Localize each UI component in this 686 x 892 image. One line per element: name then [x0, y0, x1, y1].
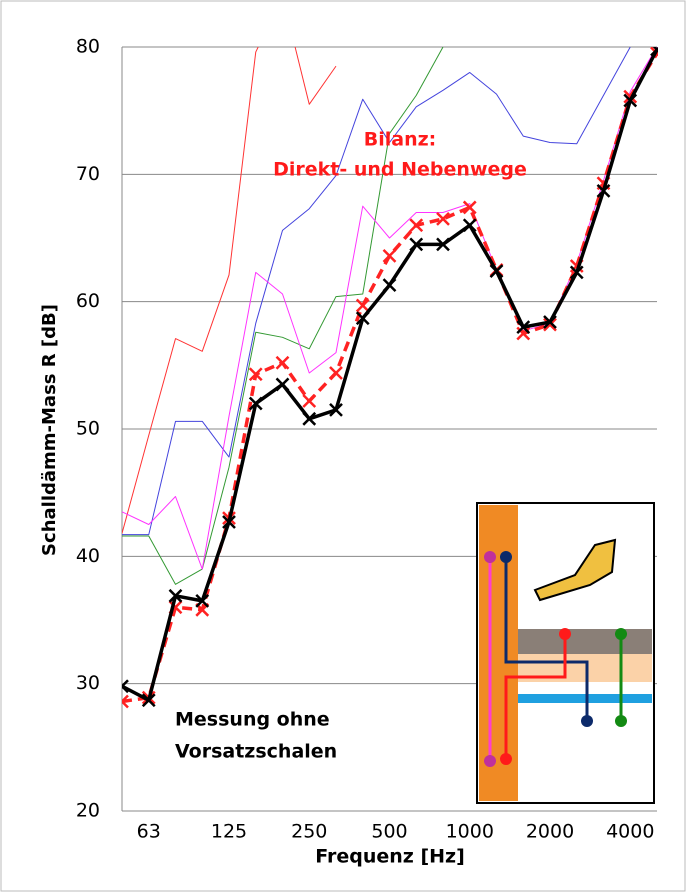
marker — [122, 679, 129, 694]
annotation: Messung ohne — [175, 709, 330, 731]
x-tick-label: 250 — [291, 821, 327, 843]
x-tick-label: 1000 — [446, 821, 494, 843]
marker — [302, 394, 317, 408]
marker — [195, 594, 210, 608]
marker — [248, 396, 263, 411]
marker — [248, 367, 263, 382]
marker — [516, 320, 531, 335]
marker — [569, 265, 584, 280]
y-tick-label: 80 — [76, 36, 100, 58]
marker — [436, 212, 450, 226]
x-tick-label: 4000 — [606, 821, 654, 843]
marker — [409, 218, 424, 233]
marker — [222, 515, 236, 529]
marker — [543, 315, 557, 329]
marker — [329, 403, 343, 417]
x-tick-label: 500 — [371, 821, 407, 843]
marker — [462, 218, 477, 233]
series-line — [122, 47, 631, 536]
y-tick-label: 60 — [76, 290, 100, 312]
marker — [489, 264, 504, 278]
annotation: Direkt- und Nebenwege — [273, 159, 527, 181]
inset-diagram — [476, 502, 655, 804]
marker — [275, 377, 290, 392]
marker — [122, 694, 129, 709]
marker — [382, 278, 397, 292]
marker — [302, 411, 317, 426]
marker — [462, 200, 477, 215]
y-tick-label: 50 — [76, 418, 100, 440]
series-line — [122, 47, 658, 570]
marker — [141, 693, 156, 708]
marker — [168, 588, 183, 603]
series-line — [122, 47, 337, 534]
marker — [623, 93, 638, 108]
marker — [409, 237, 424, 252]
marker — [329, 366, 343, 380]
marker — [355, 311, 370, 326]
x-axis-title: Frequenz [Hz] — [315, 846, 465, 868]
marker — [436, 237, 450, 252]
marker — [382, 248, 397, 263]
x-tick-label: 2000 — [526, 821, 574, 843]
marker — [596, 184, 611, 198]
y-tick-label: 40 — [76, 545, 100, 567]
y-axis-title: Schalldämm-Mass R [dB] — [39, 304, 60, 556]
annotation: Bilanz: — [364, 129, 437, 151]
annotation: Vorsatzschalen — [175, 741, 337, 763]
x-tick-label: 125 — [211, 821, 247, 843]
y-tick-label: 30 — [76, 672, 100, 694]
marker — [275, 355, 290, 370]
marker — [650, 47, 658, 57]
marker — [355, 298, 370, 313]
x-tick-label: 63 — [137, 821, 161, 843]
marker — [543, 317, 557, 332]
series-line — [122, 47, 444, 585]
y-tick-label: 20 — [76, 800, 100, 822]
y-tick-label: 70 — [76, 163, 100, 185]
